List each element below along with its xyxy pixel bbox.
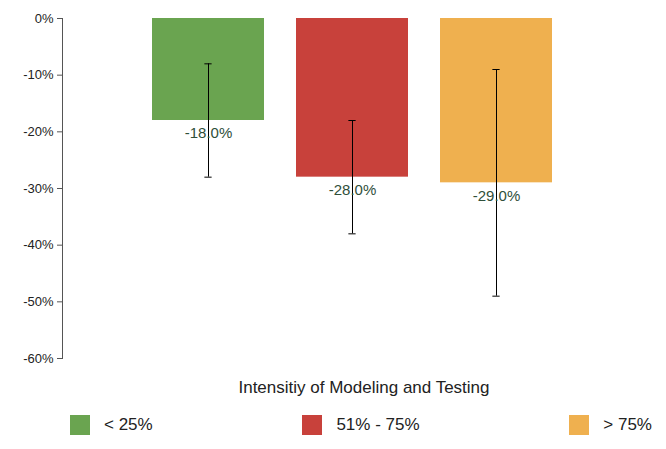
svg-text:-28.0%: -28.0% xyxy=(329,181,377,198)
svg-text:-50%: -50% xyxy=(23,294,54,309)
html-text:< 25%: < 25% xyxy=(104,415,153,434)
svg-text:-40%: -40% xyxy=(23,237,54,252)
svg-text:-29.0%: -29.0% xyxy=(473,187,521,204)
svg-text:-30%: -30% xyxy=(23,181,54,196)
svg-text:-60%: -60% xyxy=(23,351,54,366)
svg-text:0%: 0% xyxy=(35,11,54,26)
html-text:51% - 75%: 51% - 75% xyxy=(336,415,420,434)
svg-text:-10%: -10% xyxy=(23,67,54,82)
svg-text:-18.0%: -18.0% xyxy=(185,124,233,141)
html-text:Intensitiy of Modeling and Tes: Intensitiy of Modeling and Testing xyxy=(238,378,490,397)
svg-text:-20%: -20% xyxy=(23,124,54,139)
html-text:> 75%: > 75% xyxy=(603,415,652,434)
